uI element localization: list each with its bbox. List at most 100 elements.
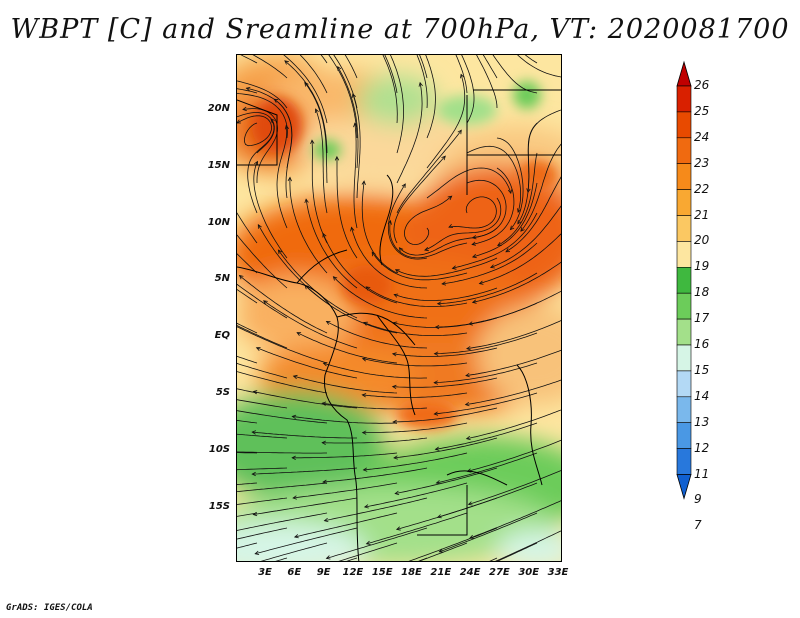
- streamline: [336, 156, 358, 259]
- streamline: [455, 55, 468, 94]
- streamline-arrow: [287, 176, 292, 182]
- streamline: [434, 392, 538, 415]
- streamline: [479, 233, 561, 284]
- streamline: [435, 422, 538, 450]
- streamline: [247, 118, 275, 214]
- streamline-arrow: [441, 155, 446, 161]
- streamline-arrow: [436, 301, 442, 306]
- lon-label: 9E: [316, 567, 331, 578]
- streamline: [255, 527, 358, 555]
- streamline-arrow: [257, 224, 262, 229]
- streamline: [517, 55, 561, 78]
- streamline: [416, 55, 428, 109]
- streamline: [465, 379, 561, 405]
- streamline: [293, 482, 398, 499]
- streamline-arrow: [471, 299, 477, 304]
- streamline: [371, 251, 468, 281]
- streamline: [252, 431, 357, 439]
- streamline: [252, 467, 358, 475]
- lon-label: 27E: [489, 567, 510, 578]
- streamline: [237, 467, 288, 471]
- streamline: [237, 88, 258, 94]
- streamline-arrow: [478, 280, 484, 285]
- streamline: [524, 55, 538, 64]
- streamline: [417, 557, 428, 561]
- streamline: [362, 392, 468, 398]
- streamline: [260, 542, 328, 561]
- streamline-arrow: [292, 495, 297, 500]
- streamline: [419, 55, 428, 79]
- colorbar-label: 7: [694, 518, 702, 533]
- streamline-arrow: [237, 119, 241, 124]
- streamline: [466, 145, 521, 213]
- streamline: [322, 402, 428, 410]
- streamline-arrow: [505, 248, 511, 253]
- streamline: [395, 257, 498, 277]
- country-borders: [237, 89, 561, 561]
- streamline: [497, 152, 538, 246]
- streamline: [263, 300, 358, 349]
- streamline: [442, 242, 538, 285]
- lon-label: 30E: [518, 567, 540, 578]
- streamline: [352, 93, 361, 199]
- lon-label: 15E: [371, 567, 393, 578]
- streamline-arrow: [262, 300, 268, 305]
- streamline: [467, 439, 561, 472]
- streamline-arrow: [310, 139, 315, 145]
- streamline-arrow: [362, 321, 368, 326]
- streamline-arrow: [323, 517, 329, 523]
- colorbar-label: 23: [694, 155, 710, 170]
- streamline-arrow: [509, 225, 515, 231]
- streamline-arrow: [361, 357, 367, 362]
- streamline-arrow: [433, 380, 438, 385]
- streamline: [304, 82, 328, 184]
- streamline: [237, 497, 288, 505]
- streamline: [389, 220, 468, 259]
- streamline: [393, 317, 498, 328]
- streamline: [362, 358, 468, 367]
- streamline: [237, 283, 288, 319]
- lat-label: 5S: [215, 387, 230, 398]
- streamline-arrow: [448, 223, 454, 228]
- streamline: [237, 325, 288, 349]
- streamline: [363, 322, 468, 336]
- streamline: [253, 391, 358, 409]
- streamline: [469, 500, 561, 539]
- streamline: [292, 452, 398, 459]
- colorbar-label: 14: [694, 388, 710, 403]
- streamline: [237, 326, 328, 364]
- streamline-arrow: [467, 501, 473, 506]
- streamline: [322, 233, 398, 304]
- streamline: [482, 55, 498, 79]
- streamline-arrow: [293, 534, 299, 539]
- streamline: [396, 129, 462, 214]
- streamline: [237, 512, 328, 531]
- streamline: [472, 261, 561, 303]
- streamline-arrow: [361, 393, 367, 398]
- streamline: [495, 530, 561, 561]
- streamline: [437, 272, 538, 305]
- streamline-arrow: [465, 435, 471, 441]
- streamline: [283, 55, 328, 124]
- streamline: [426, 74, 466, 169]
- streamline: [362, 422, 468, 433]
- streamline: [393, 155, 446, 244]
- streamline: [393, 437, 498, 459]
- streamline-arrow: [363, 504, 369, 509]
- streamline: [299, 55, 328, 94]
- streamline-arrow: [325, 555, 331, 560]
- streamline-arrow: [252, 390, 258, 395]
- streamline: [311, 140, 328, 244]
- streamline: [256, 347, 358, 379]
- streamline-arrow: [254, 160, 258, 166]
- streamline: [237, 212, 258, 244]
- colorbar-swatch: [676, 422, 692, 449]
- streamline: [466, 409, 561, 440]
- streamline: [293, 375, 398, 394]
- colorbar-label: 15: [694, 362, 710, 377]
- streamline-arrow: [284, 60, 289, 65]
- streamline-arrow: [451, 265, 457, 270]
- colorbar-label: 26: [694, 78, 710, 92]
- streamline: [237, 512, 258, 517]
- streamline-arrow: [441, 281, 447, 286]
